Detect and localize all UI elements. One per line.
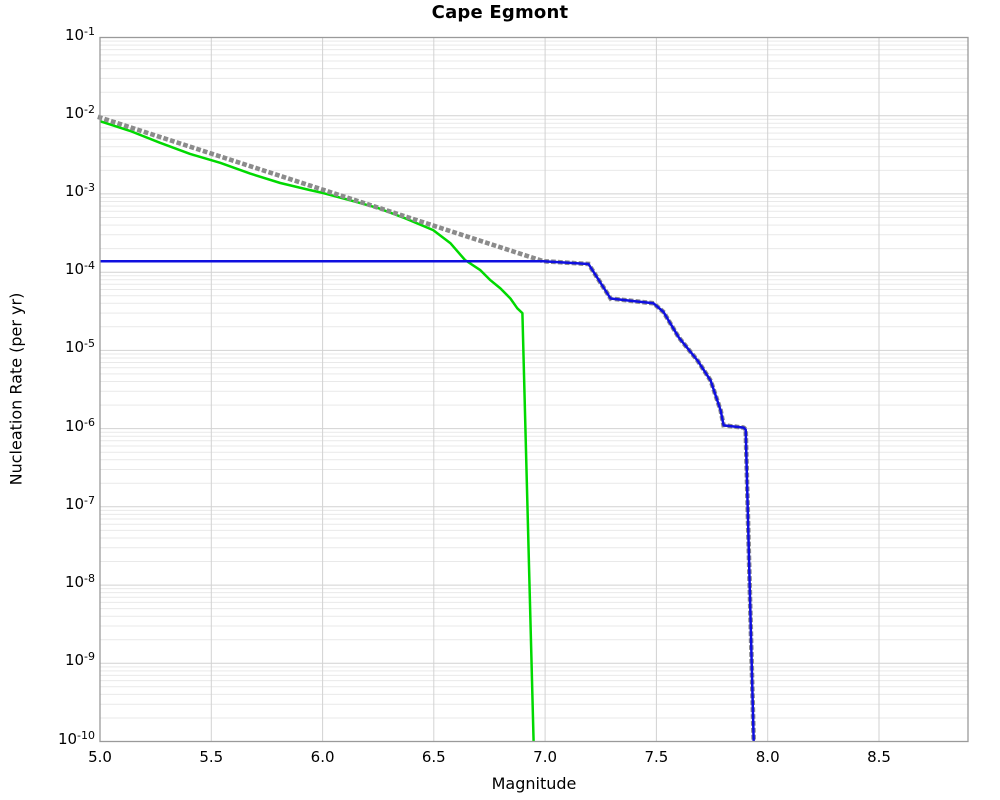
plot-border <box>99 36 969 743</box>
y-tick-label: 10-7 <box>64 493 95 513</box>
y-tick-label: 10-9 <box>64 650 95 670</box>
grid-minor <box>100 40 968 719</box>
x-tick-label: 6.0 <box>310 747 335 766</box>
x-tick-label: 8.0 <box>755 747 780 766</box>
y-tick-label: 10-5 <box>64 337 95 357</box>
y-tick-label: 10-2 <box>64 102 95 122</box>
x-tick-label: 7.0 <box>533 747 558 766</box>
x-tick-label: 5.0 <box>88 747 112 766</box>
y-tick-label: 10-4 <box>64 259 95 279</box>
series-tapered-magnitude-frequency-green <box>99 120 535 742</box>
x-tick-label: 7.5 <box>644 747 669 766</box>
grid-major <box>100 37 968 742</box>
series-nucleation-rate-blue <box>100 259 755 742</box>
y-tick-label: 10-6 <box>64 415 95 435</box>
x-tick-label: 5.5 <box>199 747 224 766</box>
y-axis-label: Nucleation Rate (per yr) <box>6 292 26 486</box>
x-tick-label: 6.5 <box>421 747 446 766</box>
y-tick-label: 10-1 <box>64 24 95 44</box>
x-axis-label: Magnitude <box>491 774 577 793</box>
y-tick-label: 10-10 <box>57 728 95 748</box>
chart-title: Cape Egmont <box>431 2 569 23</box>
y-tick-label: 10-8 <box>64 572 95 592</box>
y-tick-label: 10-3 <box>64 180 95 200</box>
x-tick-label: 8.5 <box>867 747 891 766</box>
